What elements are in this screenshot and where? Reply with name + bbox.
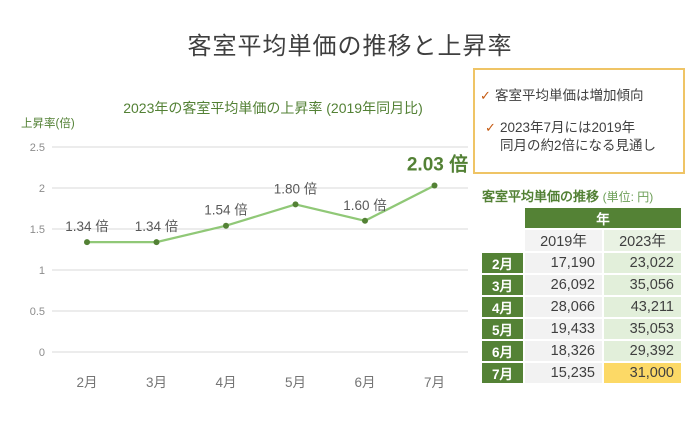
x-tick-label: 2月	[76, 375, 97, 390]
x-tick-label: 3月	[146, 375, 167, 390]
chart-title: 2023年の客室平均単価の上昇率 (2019年同月比)	[123, 100, 423, 116]
highlighted-price-cell: 31,000	[604, 363, 681, 383]
uplift-line-chart: 2.5 2 1.5 1 0.5 0 2月 3月 4月 5月 6月 7月 1.34 倍 1.34 倍 1.54…	[30, 142, 468, 390]
price-2019-cell: 26,092	[525, 275, 602, 295]
y-tick-label: 2	[39, 183, 45, 195]
insight-text: 客室平均単価は増加傾向	[495, 88, 644, 103]
month-cell: 2月	[482, 253, 523, 273]
table-row: 3月 26,092 35,056	[482, 275, 681, 295]
y-tick-label: 0	[39, 347, 45, 359]
point-label: 1.34 倍	[65, 219, 109, 234]
column-header-2019: 2019年	[525, 230, 602, 251]
price-2023-cell: 43,211	[604, 297, 681, 317]
table-row: 6月 18,326 29,392	[482, 341, 681, 361]
price-2019-cell: 17,190	[525, 253, 602, 273]
point-label: 1.60 倍	[343, 198, 387, 213]
price-2019-cell: 19,433	[525, 319, 602, 339]
price-2023-cell: 23,022	[604, 253, 681, 273]
data-point	[153, 239, 160, 246]
insight-item: ✓ 2023年7月には2019年 同月の約2倍になる見通し	[480, 119, 677, 155]
year-group-header: 年	[525, 208, 681, 228]
point-label: 1.54 倍	[204, 203, 248, 218]
price-2019-cell: 15,235	[525, 363, 602, 383]
price-table: 年 2019年 2023年 2月 17,190 23,022 3月 26,092…	[480, 206, 683, 385]
page-title: 客室平均単価の推移と上昇率	[187, 33, 513, 60]
check-icon: ✓	[480, 88, 491, 103]
table-title-text: 客室平均単価の推移	[482, 189, 600, 204]
data-point	[362, 217, 368, 224]
price-2023-cell: 35,053	[604, 319, 681, 339]
insight-item: ✓ 客室平均単価は増加傾向	[480, 87, 677, 105]
final-point-label: 2.03 倍	[407, 153, 468, 176]
y-tick-label: 0.5	[30, 306, 45, 318]
data-point	[292, 201, 299, 208]
month-cell: 6月	[482, 341, 523, 361]
month-cell: 4月	[482, 297, 523, 317]
table-title: 客室平均単価の推移 (単位: 円)	[482, 186, 653, 205]
table-row: 2019年 2023年	[482, 230, 681, 251]
column-header-2023: 2023年	[604, 230, 681, 251]
price-2019-cell: 18,326	[525, 341, 602, 361]
y-tick-label: 1	[39, 265, 45, 277]
point-label: 1.80 倍	[274, 181, 318, 196]
data-point	[84, 239, 90, 246]
point-label: 1.34 倍	[135, 219, 179, 234]
corner-cell	[482, 208, 523, 228]
table-row: 5月 19,433 35,053	[482, 319, 681, 339]
month-cell: 7月	[482, 363, 523, 383]
table-unit-label: (単位: 円)	[602, 190, 654, 204]
table-row: 年	[482, 208, 681, 228]
corner-cell	[482, 230, 523, 251]
insight-text: 2023年7月には2019年 同月の約2倍になる見通し	[500, 120, 657, 153]
y-tick-label: 1.5	[30, 224, 45, 236]
y-axis-label: 上昇率(倍)	[21, 118, 75, 130]
price-2023-cell: 35,056	[604, 275, 681, 295]
x-tick-label: 5月	[285, 375, 306, 390]
check-icon: ✓	[485, 120, 496, 135]
trend-line	[87, 184, 436, 244]
month-cell: 5月	[482, 319, 523, 339]
table-row: 2月 17,190 23,022	[482, 253, 681, 273]
x-tick-label: 6月	[354, 375, 375, 390]
month-cell: 3月	[482, 275, 523, 295]
data-point	[431, 182, 438, 189]
price-2023-cell: 29,392	[604, 341, 681, 361]
key-insights-box: ✓ 客室平均単価は増加傾向 ✓ 2023年7月には2019年 同月の約2倍になる…	[473, 68, 685, 174]
table-row: 4月 28,066 43,211	[482, 297, 681, 317]
price-2019-cell: 28,066	[525, 297, 602, 317]
table-row: 7月 15,235 31,000	[482, 363, 681, 383]
x-tick-label: 4月	[215, 375, 236, 390]
data-point	[223, 222, 229, 229]
x-tick-label: 7月	[424, 375, 445, 390]
y-tick-label: 2.5	[30, 142, 45, 154]
